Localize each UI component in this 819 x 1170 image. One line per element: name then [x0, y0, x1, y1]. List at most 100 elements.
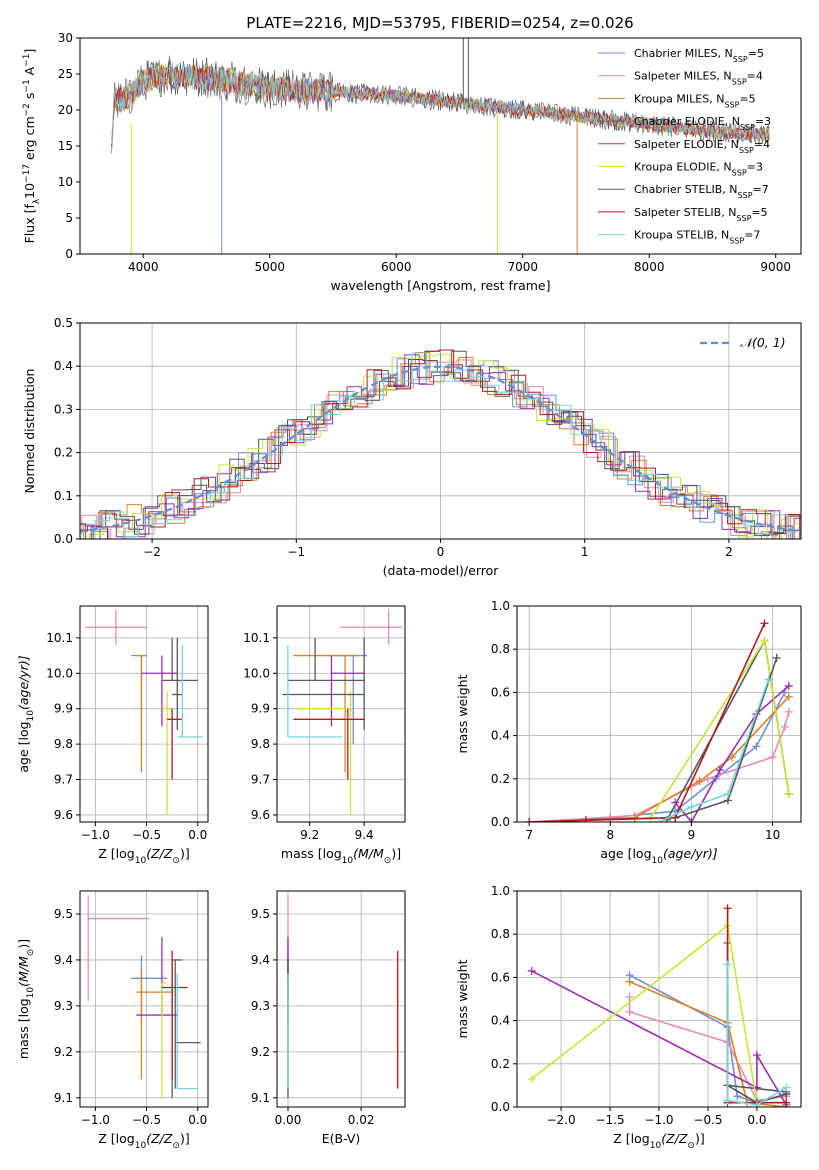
legend-suffix: =7: [753, 183, 769, 196]
mass-vs-extinction-panel: 0.00 0.02 9.1 9.2 9.3 9.4 9.5 E(B-V): [251, 890, 406, 1146]
label-part: erg cm: [22, 116, 37, 164]
weight-series-marker: [784, 707, 793, 716]
x-tick-label: −2.0: [546, 1113, 575, 1127]
y-tick-label: 9.9: [251, 702, 270, 716]
x-tick-label: 5000: [254, 260, 285, 274]
label-part: λ: [32, 198, 42, 204]
y-tick-label: 1.0: [491, 599, 510, 613]
x-tick-label: 9.4: [355, 828, 374, 842]
y-tick-label: 0.2: [54, 446, 73, 460]
y-axis-label: mass weight: [455, 959, 470, 1038]
label-part: (M/M: [353, 846, 384, 861]
x-tick-label: 8: [606, 828, 614, 842]
weight-series-marker: [764, 675, 773, 684]
legend-name: Kroupa ELODIE, N: [634, 161, 732, 174]
plot-area: [525, 619, 793, 822]
label-part: s: [22, 93, 37, 104]
legend-suffix: =3: [747, 161, 763, 174]
legend-name: Kroupa STELIB, N: [634, 229, 729, 242]
label-part: −17: [22, 164, 32, 183]
legend-sub: SSP: [733, 55, 748, 64]
x-axis-label: (data-model)/error: [383, 563, 500, 578]
plot-area: [287, 895, 399, 1098]
weight-series-marker: [772, 653, 781, 662]
weight-series-marker: [671, 798, 680, 807]
x-axis-label: Z [log10(Z/Z⊙)]: [613, 1131, 704, 1151]
label-part: wavelength [Angstrom, rest frame]: [330, 278, 550, 293]
label-part: 10: [135, 1141, 147, 1151]
x-tick-label: −0.5: [132, 1113, 161, 1127]
legend-suffix: =5: [748, 47, 764, 60]
label-part: mass [log: [16, 998, 31, 1059]
y-tick-label: 10.0: [46, 666, 73, 680]
weight-series-marker: [760, 636, 769, 645]
residual-histogram-panel: −2 −1 0 1 2 0.0 0.1 0.2 0.3 0.4 0.5 𝒩(0, 1) (data-mo…: [22, 316, 802, 578]
label-part: ⊙: [172, 1141, 180, 1151]
y-tick-label: 0.6: [491, 685, 510, 699]
x-tick-label: 8000: [634, 260, 665, 274]
label-part: Z [log: [613, 1131, 649, 1146]
x-tick-label: 6000: [381, 260, 412, 274]
y-tick-label: 0.5: [54, 316, 73, 330]
y-tick-label: 10: [58, 175, 73, 189]
y-tick-label: 9.5: [54, 907, 73, 921]
x-tick-label: 9.2: [300, 828, 319, 842]
weight-series-marker: [752, 742, 761, 751]
legend-suffix: =4: [754, 138, 770, 151]
label-part: (Z/Z: [146, 1131, 173, 1146]
label-part: 10: [26, 987, 36, 999]
x-axis-label: mass [log10(M/M⊙)]: [281, 846, 401, 866]
x-tick-label: 7000: [507, 260, 538, 274]
x-tick-label: 0.02: [348, 1113, 375, 1127]
legend-label: Chabrier MILES, NSSP=5: [634, 47, 764, 64]
legend-sub: SSP: [736, 213, 751, 222]
label-part: 10: [342, 856, 354, 866]
y-tick-label: 9.9: [54, 702, 73, 716]
label-part: ⊙: [687, 1141, 695, 1151]
legend-name: Chabrier MILES, N: [634, 47, 733, 60]
histogram-series-step: [80, 354, 801, 539]
legend-name: Salpeter ELODIE, N: [634, 138, 739, 151]
label-part: (Z/Z: [146, 846, 173, 861]
label-part: (M/M: [16, 956, 31, 987]
weight-series-marker: [630, 813, 639, 822]
weight-series-line: [629, 980, 787, 1107]
y-tick-label: 0.6: [491, 970, 510, 984]
y-tick-label: 0.4: [491, 1014, 510, 1028]
legend-suffix: =5: [739, 92, 755, 105]
weight-series-marker: [782, 1083, 791, 1092]
weight-series-marker: [625, 992, 634, 1001]
label-part: −1: [22, 54, 32, 67]
label-part: Normed distribution: [22, 369, 37, 494]
plot-area: [87, 895, 201, 1098]
plot-area: [282, 609, 403, 815]
y-tick-label: 10.1: [243, 631, 270, 645]
spectrum-panel: 4000 5000 6000 7000 8000 9000 0 5 10 15 20 25 30 Chab…: [22, 31, 802, 293]
histogram-series-step: [80, 359, 801, 539]
weight-series-line: [531, 924, 758, 1103]
weight-series-line: [529, 711, 790, 822]
plot-area: [527, 904, 791, 1107]
x-tick-label: −0.5: [132, 828, 161, 842]
label-part: 10: [650, 1141, 662, 1151]
y-tick-label: 9.3: [54, 999, 73, 1013]
y-tick-label: 9.8: [251, 737, 270, 751]
weight-series-line: [531, 970, 787, 1106]
weight-series-marker: [782, 1098, 791, 1107]
legend-sub: SSP: [739, 145, 754, 154]
axes-frame: [79, 37, 802, 255]
x-tick-label: 9: [688, 828, 696, 842]
weight-series-marker: [687, 802, 696, 811]
y-tick-label: 10.1: [46, 631, 73, 645]
label-part: 10: [135, 856, 147, 866]
y-tick-label: 9.3: [251, 999, 270, 1013]
legend-sub: SSP: [729, 236, 744, 245]
weight-series-marker: [655, 818, 663, 822]
label-part: 10: [26, 710, 36, 722]
y-tick-label: 0.0: [491, 1100, 510, 1114]
y-tick-label: 30: [58, 31, 73, 45]
weight-series-marker: [784, 692, 793, 701]
legend-label: Kroupa ELODIE, NSSP=3: [634, 161, 763, 178]
histogram-series-step: [80, 352, 801, 539]
